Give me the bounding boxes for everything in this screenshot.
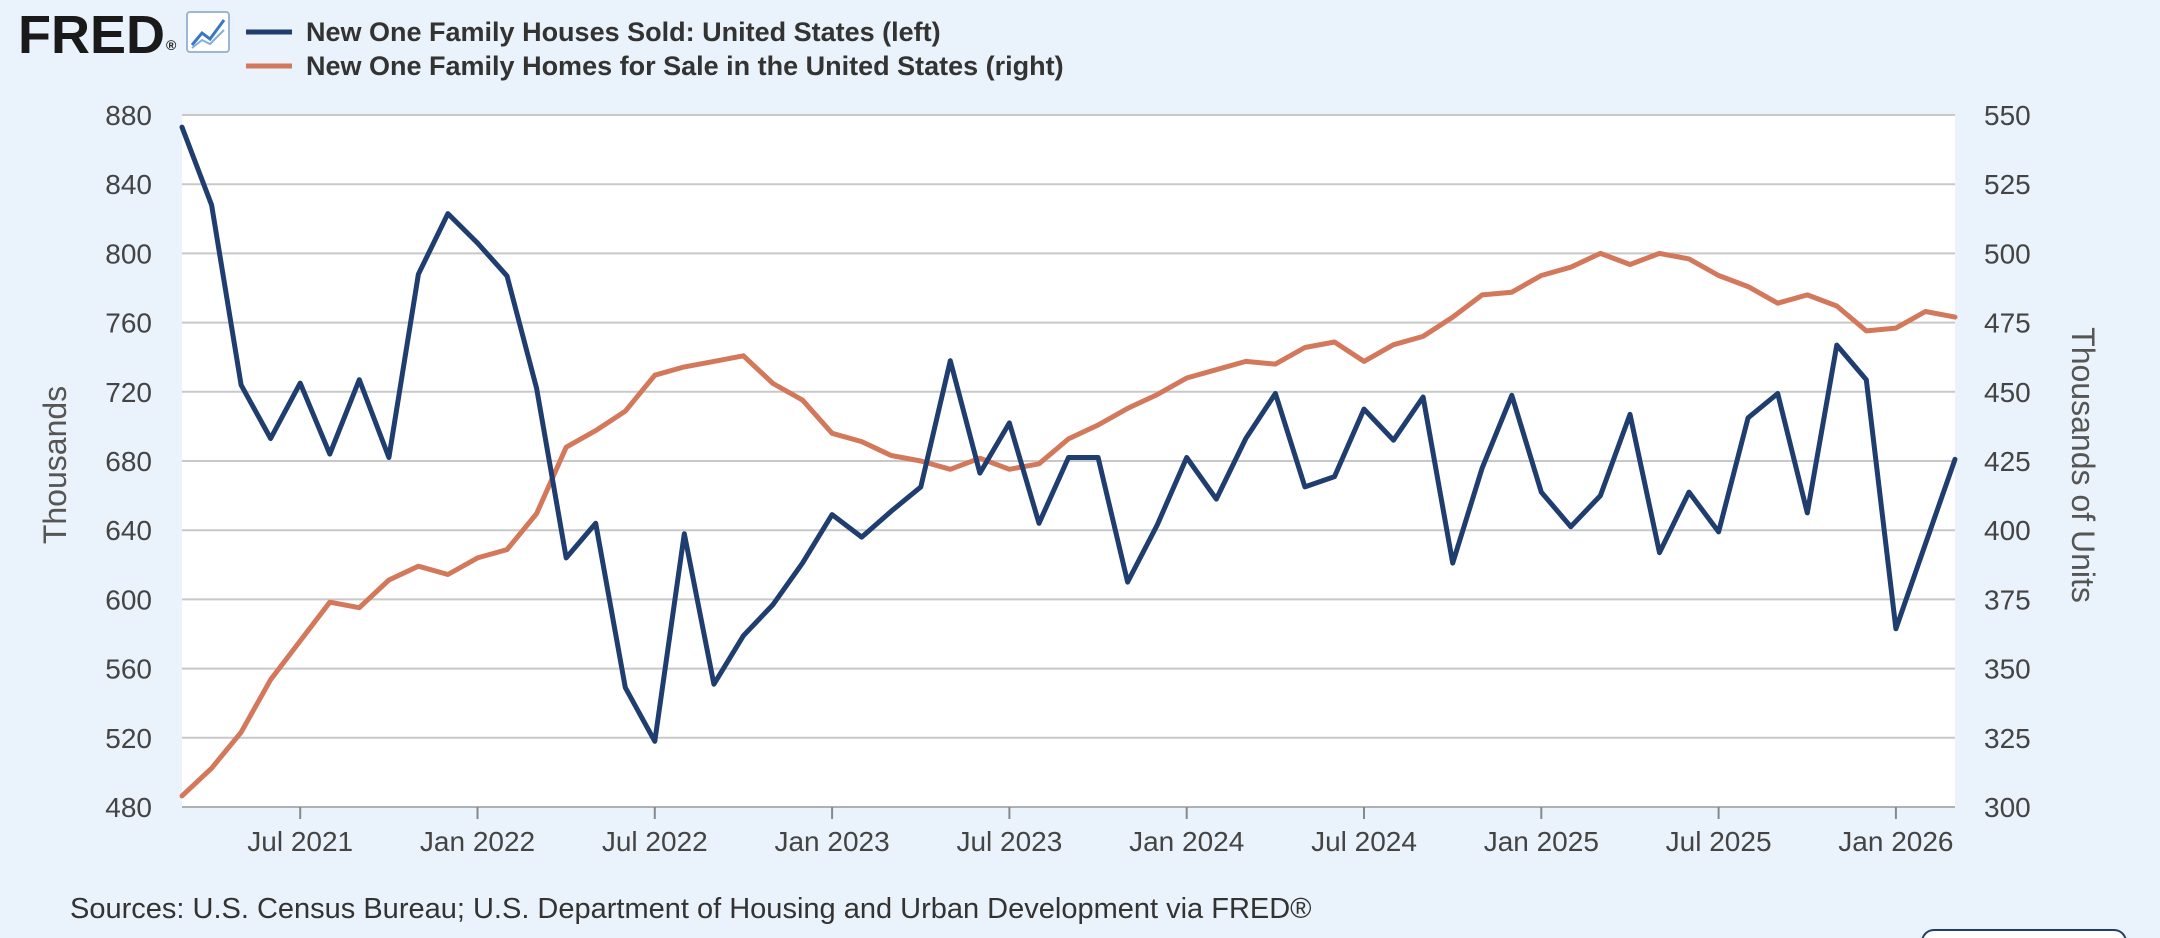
left-axis-title: Thousands — [37, 386, 73, 544]
left-tick-label: 840 — [105, 169, 152, 200]
right-tick-label: 525 — [1984, 169, 2031, 200]
left-tick-label: 600 — [105, 584, 152, 615]
left-tick-label: 880 — [105, 100, 152, 131]
x-tick-label: Jan 2026 — [1838, 826, 1953, 857]
left-tick-label: 560 — [105, 654, 152, 685]
legend-item-series-1[interactable]: New One Family Houses Sold: United State… — [246, 17, 941, 47]
x-tick-label: Jan 2022 — [420, 826, 535, 857]
line-chart-icon — [186, 11, 230, 53]
legend: New One Family Houses Sold: United State… — [246, 17, 1064, 81]
x-tick-label: Jul 2024 — [1311, 826, 1417, 857]
right-tick-label: 425 — [1984, 446, 2031, 477]
right-axis-ticks: 300 325 350 375 400 425 450 475 500 525 550 — [1984, 100, 2031, 823]
registered-mark: ® — [166, 37, 177, 53]
right-tick-label: 350 — [1984, 654, 2031, 685]
left-tick-label: 640 — [105, 515, 152, 546]
right-tick-label: 325 — [1984, 723, 2031, 754]
series-lines — [179, 124, 1958, 799]
left-tick-label: 800 — [105, 238, 152, 269]
source-text: Sources: U.S. Census Bureau; U.S. Depart… — [70, 893, 1312, 925]
fred-logo[interactable]: FRED ® — [18, 5, 230, 65]
left-axis-ticks: 480 520 560 600 640 680 720 760 800 840 880 — [105, 100, 152, 823]
x-axis-ticks: Jul 2021 Jan 2022 Jul 2022 Jan 2023 Jul 2023… — [182, 806, 1955, 857]
right-tick-label: 500 — [1984, 238, 2031, 269]
right-tick-label: 550 — [1984, 100, 2031, 131]
action-button[interactable] — [1921, 929, 2127, 938]
right-axis-title: Thousands of Units — [2065, 327, 2101, 603]
right-tick-label: 400 — [1984, 515, 2031, 546]
x-tick-label: Jul 2021 — [247, 826, 353, 857]
left-tick-label: 520 — [105, 723, 152, 754]
fred-logo-text: FRED — [18, 5, 165, 65]
legend-item-series-2[interactable]: New One Family Homes for Sale in the Uni… — [246, 51, 1064, 81]
x-tick-label: Jan 2023 — [774, 826, 889, 857]
x-tick-label: Jul 2025 — [1666, 826, 1772, 857]
right-tick-label: 450 — [1984, 377, 2031, 408]
x-tick-label: Jul 2022 — [602, 826, 708, 857]
x-tick-label: Jan 2024 — [1129, 826, 1244, 857]
left-tick-label: 720 — [105, 377, 152, 408]
series-line-2[interactable] — [179, 250, 1958, 799]
left-tick-label: 760 — [105, 308, 152, 339]
left-tick-label: 480 — [105, 792, 152, 823]
legend-label-series-1: New One Family Houses Sold: United State… — [306, 17, 941, 47]
legend-label-series-2: New One Family Homes for Sale in the Uni… — [306, 51, 1064, 81]
x-tick-label: Jul 2023 — [956, 826, 1062, 857]
left-tick-label: 680 — [105, 446, 152, 477]
right-tick-label: 300 — [1984, 792, 2031, 823]
right-tick-label: 375 — [1984, 584, 2031, 615]
x-tick-label: Jan 2025 — [1484, 826, 1599, 857]
series-line-1[interactable] — [179, 124, 1958, 744]
right-tick-label: 475 — [1984, 308, 2031, 339]
